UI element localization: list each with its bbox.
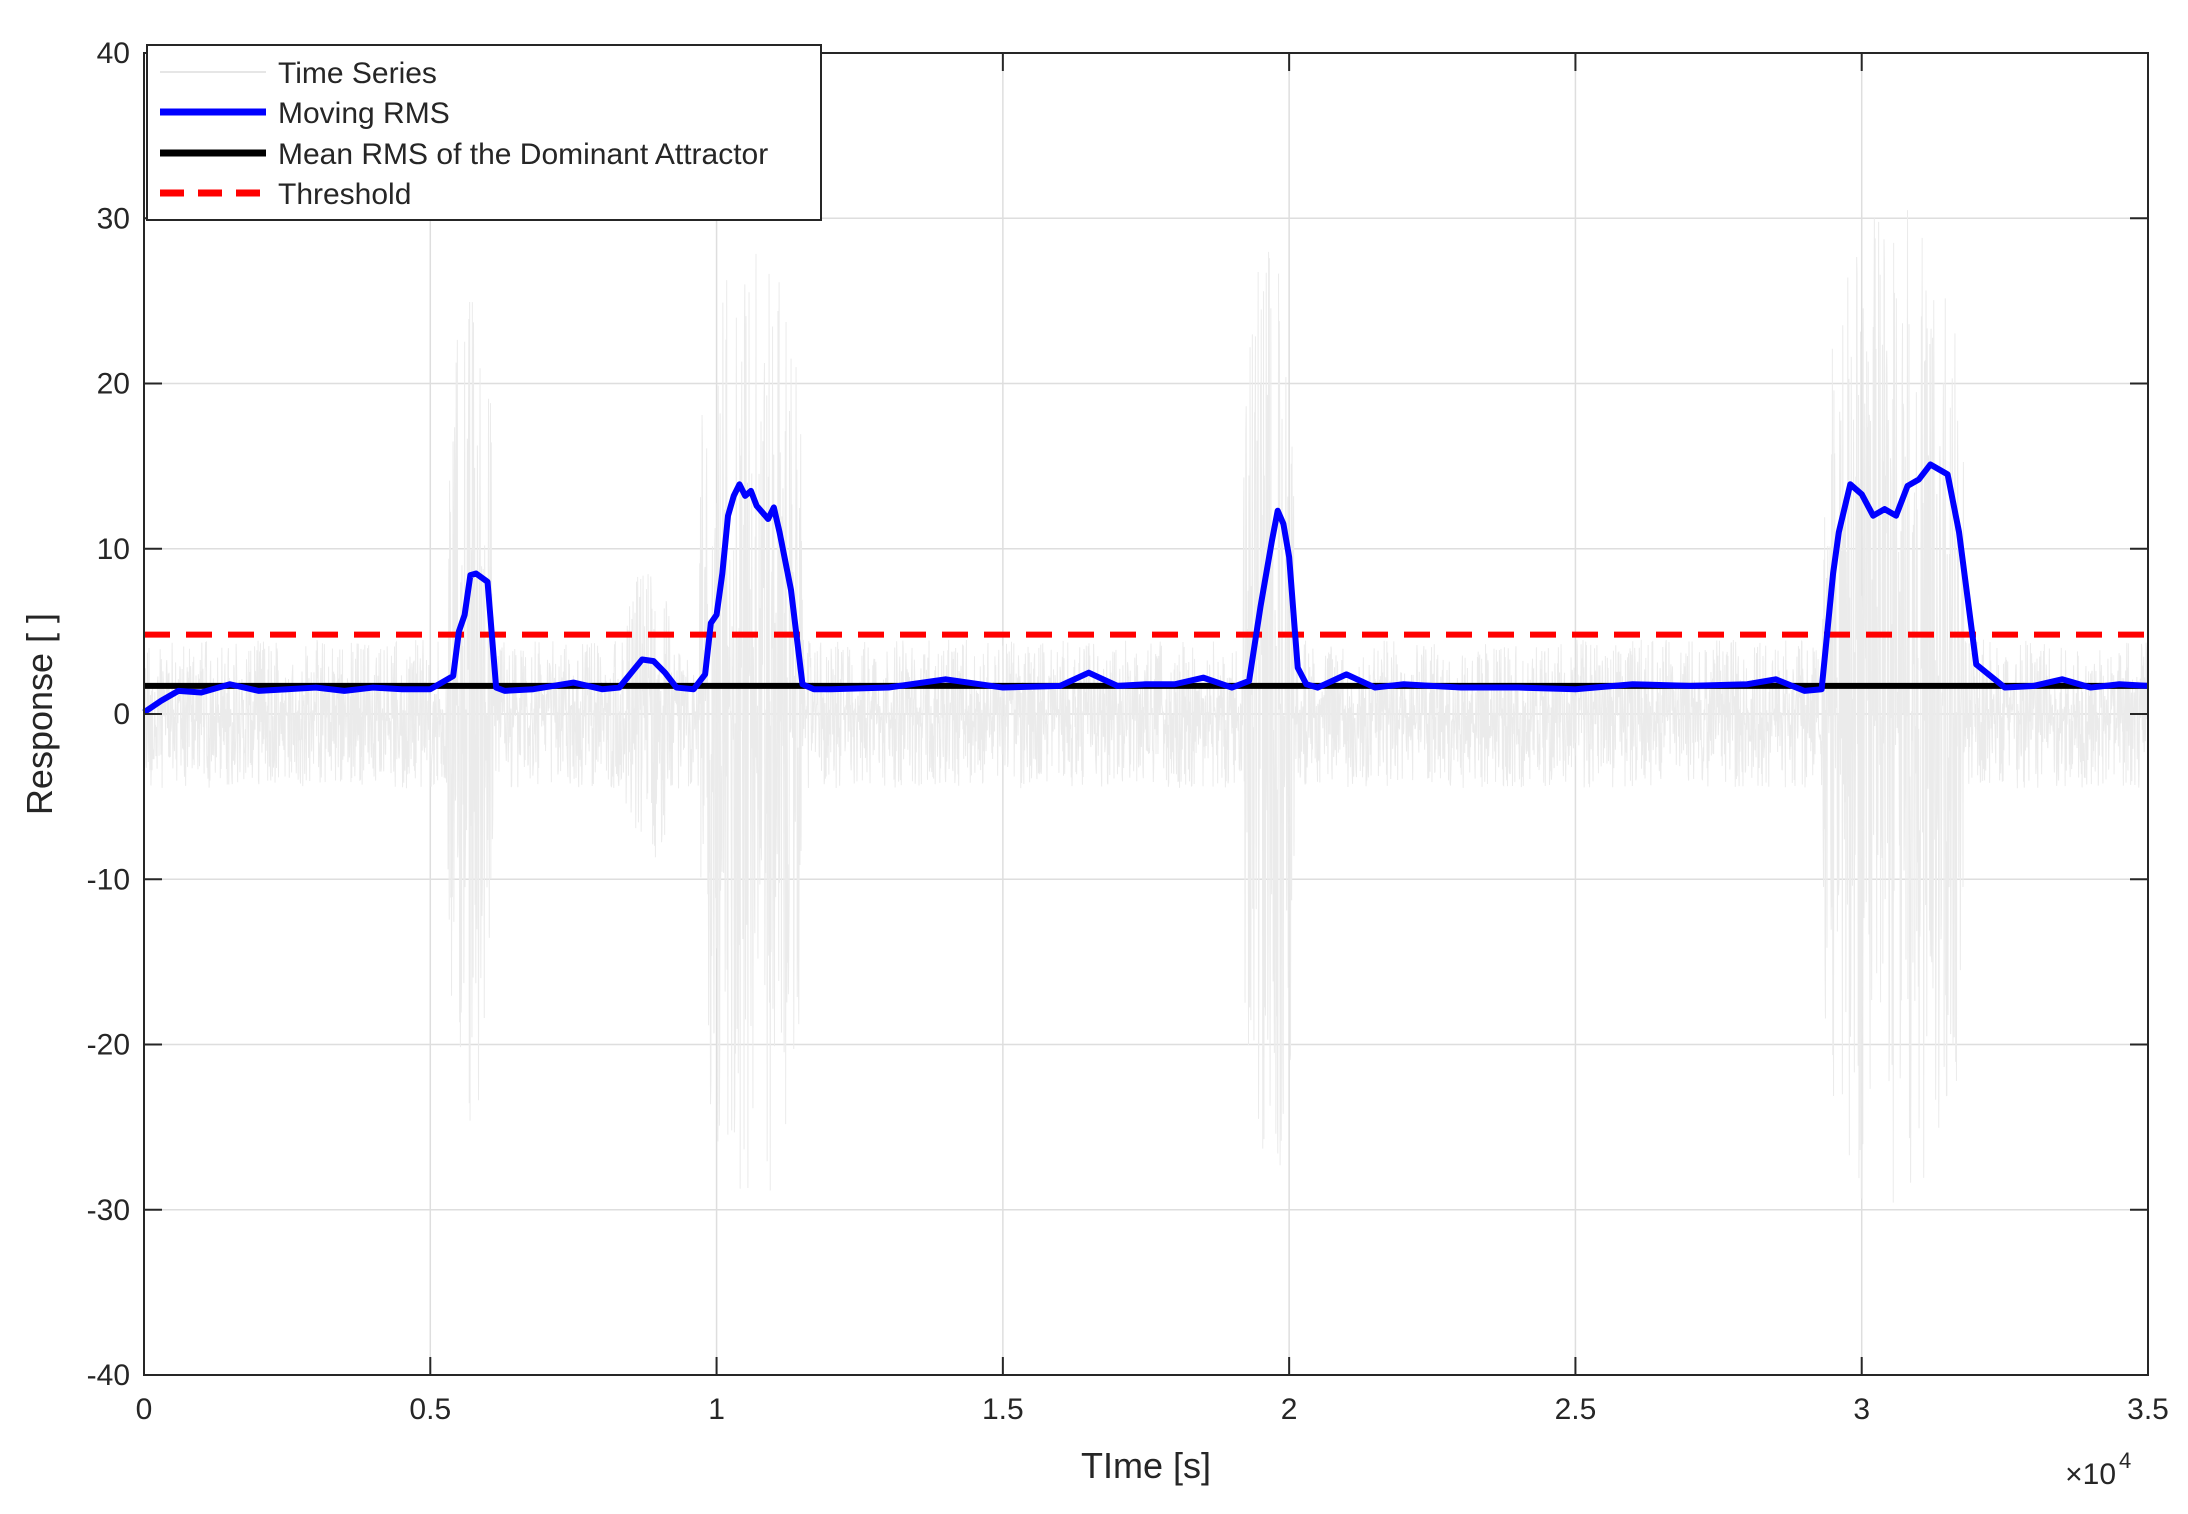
y-tick-label: -40 [87,1359,130,1392]
y-tick-label: 40 [97,37,130,70]
legend-label-mean-rms: Mean RMS of the Dominant Attractor [278,138,768,171]
plot-area: 0 0.5 1 1.5 2 2.5 3 3.5 40 30 20 10 0 -10 -20 -30 -40 [87,37,2169,1426]
x-tick-label: 2.5 [1555,1393,1597,1426]
legend-label-moving-rms: Moving RMS [278,97,450,130]
y-tick-label: -30 [87,1194,130,1227]
x-axis-exponent: ×10 4 [2065,1448,2131,1491]
legend: Time Series Moving RMS Mean RMS of the D… [146,44,822,221]
y-tick-label: 20 [97,368,130,401]
ticks: 0 0.5 1 1.5 2 2.5 3 3.5 40 30 20 10 0 -10 -20 -30 -40 [87,37,2169,1426]
y-tick-label: 10 [97,533,130,566]
series-moving-rms [142,461,2149,715]
x-tick-label: 1 [708,1393,725,1426]
y-tick-label: -10 [87,863,130,896]
x-tick-label: 0.5 [409,1393,451,1426]
x-tick-label: 3.5 [2127,1393,2169,1426]
x-tick-label: 2 [1281,1393,1298,1426]
x-tick-label: 1.5 [982,1393,1024,1426]
legend-label-time-series: Time Series [278,57,437,90]
y-tick-label: -20 [87,1029,130,1062]
legend-label-threshold: Threshold [278,178,411,211]
x-axis-label: TIme [s] [1081,1445,1211,1486]
y-tick-label: 0 [113,698,130,731]
y-tick-label: 30 [97,202,130,235]
series-time-series [143,210,2149,1203]
x-exponent-base: ×10 [2065,1458,2116,1491]
x-tick-label: 3 [1853,1393,1870,1426]
x-exponent-power: 4 [2119,1448,2131,1473]
y-axis-label: Response [ ] [19,613,60,815]
series-layer [142,210,2149,1203]
x-tick-label: 0 [136,1393,153,1426]
